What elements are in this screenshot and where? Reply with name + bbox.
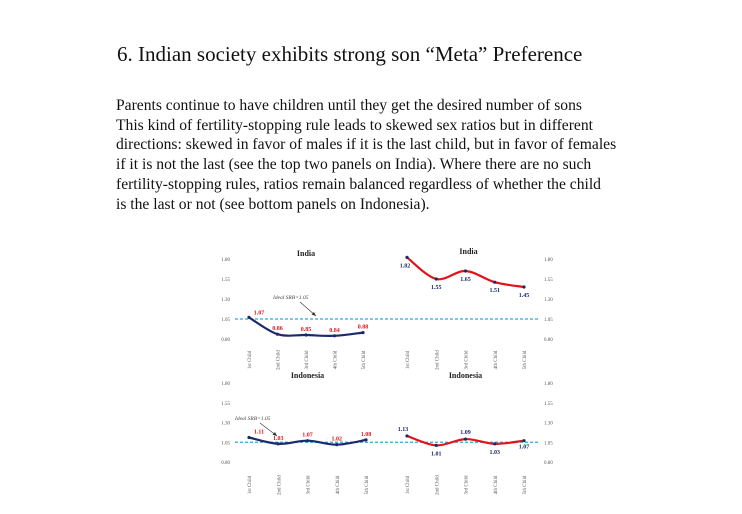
data-point: [434, 277, 438, 281]
y-tick-label: 0.80: [544, 338, 553, 343]
body-line: fertility-stopping rules, ratios remain …: [116, 175, 601, 193]
body-line: is the last or not (see bottom panels on…: [116, 195, 430, 213]
panel-title: Indonesia: [291, 371, 324, 380]
y-tick-label: 1.30: [221, 298, 230, 303]
x-tick-label: 4th Child: [494, 475, 499, 494]
x-tick-label: 2nd Child: [435, 475, 440, 495]
data-point: [276, 442, 280, 446]
x-tick-label: 4th Child: [336, 475, 341, 494]
x-tick-label: 1st Child: [248, 350, 253, 369]
x-tick-label: 3rd Child: [465, 475, 470, 495]
data-label: 1.09: [460, 430, 471, 436]
annotation-arrowhead: [311, 312, 316, 316]
data-label: 1.55: [431, 285, 442, 291]
y-tick-label: 1.30: [221, 422, 230, 427]
data-point: [275, 332, 280, 336]
x-tick-label: 3rd Child: [305, 350, 310, 370]
data-label: 0.84: [329, 328, 340, 334]
x-tick-label: 1st Child: [248, 475, 253, 494]
ideal-srb-annotation: Ideal SRB=1.05: [234, 416, 271, 422]
data-point: [364, 438, 368, 442]
data-label: 1.51: [490, 288, 501, 294]
body-line: if it is not the last (see the top two p…: [116, 156, 592, 174]
x-tick-label: 4th Child: [494, 350, 499, 369]
data-label: 1.08: [361, 432, 372, 438]
panel-title: India: [459, 247, 477, 256]
data-label: 0.86: [272, 326, 283, 332]
data-label: 1.13: [398, 427, 409, 433]
y-tick-label: 1.80: [544, 382, 553, 387]
y-tick-label: 1.05: [221, 441, 230, 446]
ideal-srb-annotation: Ideal SRB=1.05: [272, 295, 309, 301]
data-point: [493, 280, 497, 284]
y-tick-label: 1.80: [221, 258, 230, 263]
body-line: This kind of fertility-stopping rule lea…: [116, 116, 593, 134]
data-point: [434, 443, 438, 448]
panel-title: India: [297, 249, 315, 258]
y-tick-label: 0.80: [221, 338, 230, 343]
body-line: Parents continue to have children until …: [116, 97, 582, 114]
y-tick-label: 1.55: [544, 402, 553, 407]
y-tick-label: 1.30: [544, 298, 553, 303]
y-tick-label: 1.55: [544, 278, 553, 283]
data-label: 1.65: [460, 277, 471, 283]
y-tick-label: 1.05: [544, 441, 553, 446]
x-tick-label: 2nd Child: [277, 475, 282, 495]
data-point: [332, 334, 337, 338]
data-label: 1.07: [254, 310, 265, 316]
data-point: [247, 435, 251, 440]
data-point: [522, 285, 526, 289]
data-label: 1.11: [254, 430, 264, 436]
y-tick-label: 1.05: [544, 318, 553, 323]
y-tick-label: 0.80: [544, 461, 553, 466]
x-tick-label: 3rd Child: [307, 475, 312, 495]
body-line: directions: skewed in favor of males if …: [116, 136, 617, 154]
data-label: 0.88: [358, 325, 369, 331]
data-label: 1.03: [490, 450, 501, 456]
data-label: 0.85: [301, 327, 312, 333]
data-label: 1.07: [302, 433, 313, 439]
y-tick-label: 1.80: [544, 258, 553, 263]
data-point: [405, 434, 409, 438]
data-point: [463, 437, 468, 441]
x-tick-label: 2nd Child: [277, 350, 282, 370]
y-tick-label: 1.80: [221, 382, 230, 387]
x-tick-label: 5th Child: [523, 350, 528, 369]
slide-body: Parents continue to have children until …: [116, 96, 696, 214]
data-label: 1.02: [332, 437, 343, 443]
data-point: [305, 439, 310, 443]
panel-title: Indonesia: [449, 371, 482, 380]
data-point: [463, 269, 468, 273]
x-tick-label: 5th Child: [523, 475, 528, 494]
data-point: [247, 315, 251, 319]
y-tick-label: 0.80: [221, 461, 230, 466]
x-tick-label: 4th Child: [334, 350, 339, 369]
data-label: 1.01: [431, 451, 442, 457]
data-label: 1.45: [519, 293, 530, 299]
data-point: [522, 439, 526, 443]
x-tick-label: 2nd Child: [435, 350, 440, 370]
y-tick-label: 1.30: [544, 422, 553, 427]
x-tick-label: 5th Child: [365, 475, 370, 494]
data-label: 1.82: [400, 263, 411, 269]
y-tick-label: 1.55: [221, 278, 230, 283]
data-point: [405, 255, 409, 259]
data-label: 1.03: [273, 436, 284, 442]
y-tick-label: 1.55: [221, 402, 230, 407]
x-tick-label: 1st Child: [406, 350, 411, 369]
annotation-arrowhead: [272, 432, 277, 436]
slide-title: 6. Indian society exhibits strong son “M…: [117, 42, 583, 66]
data-point: [361, 331, 365, 335]
y-tick-label: 1.05: [221, 318, 230, 323]
data-label: 1.07: [519, 445, 530, 451]
data-point: [304, 333, 308, 337]
data-point: [335, 443, 339, 447]
x-tick-label: 3rd Child: [465, 350, 470, 370]
data-point: [493, 442, 497, 446]
x-tick-label: 1st Child: [406, 475, 411, 494]
x-tick-label: 5th Child: [362, 350, 367, 369]
